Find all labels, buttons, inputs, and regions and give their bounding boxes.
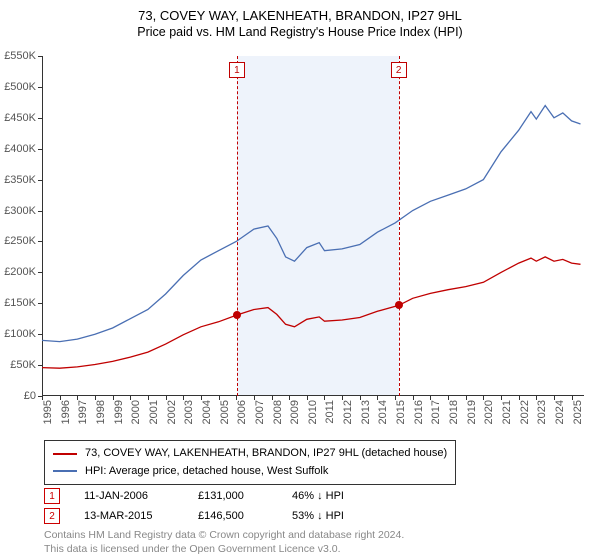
x-axis-label: 2020 <box>483 400 495 424</box>
y-axis-label: £550K <box>4 50 36 62</box>
x-axis-label: 2008 <box>272 400 284 424</box>
chart-legend: 73, COVEY WAY, LAKENHEATH, BRANDON, IP27… <box>44 440 456 485</box>
y-axis-tick <box>38 241 42 242</box>
chart-titles: 73, COVEY WAY, LAKENHEATH, BRANDON, IP27… <box>0 0 600 39</box>
footnote-line: This data is licensed under the Open Gov… <box>44 542 404 556</box>
legend-property-label: 73, COVEY WAY, LAKENHEATH, BRANDON, IP27… <box>85 445 447 463</box>
x-axis-label: 2018 <box>448 400 460 424</box>
chart-subtitle: Price paid vs. HM Land Registry's House … <box>0 25 600 39</box>
license-footnote: Contains HM Land Registry data © Crown c… <box>44 528 404 556</box>
y-axis-label: £500K <box>4 81 36 93</box>
chart-plot-area: £0£50K£100K£150K£200K£250K£300K£350K£400… <box>42 56 584 396</box>
x-axis-label: 1997 <box>77 400 89 424</box>
y-axis-label: £400K <box>4 143 36 155</box>
sale-marker-box: 1 <box>44 488 60 504</box>
y-axis-label: £350K <box>4 174 36 186</box>
sale-delta: 53% ↓ HPI <box>292 510 382 522</box>
x-axis-label: 2007 <box>254 400 266 424</box>
y-axis-tick <box>38 334 42 335</box>
y-axis-tick <box>38 365 42 366</box>
sale-marker-line <box>237 56 238 396</box>
y-axis-tick <box>38 211 42 212</box>
chart-title-address: 73, COVEY WAY, LAKENHEATH, BRANDON, IP27… <box>0 8 600 23</box>
sale-date: 11-JAN-2006 <box>84 490 174 502</box>
sale-events-table: 1 11-JAN-2006 £131,000 46% ↓ HPI 2 13-MA… <box>44 488 382 528</box>
sale-date: 13-MAR-2015 <box>84 510 174 522</box>
x-axis-label: 2001 <box>148 400 160 424</box>
y-axis-tick <box>38 87 42 88</box>
property-line <box>42 257 581 368</box>
y-axis-tick <box>38 272 42 273</box>
y-axis-tick <box>38 180 42 181</box>
y-axis-tick <box>38 149 42 150</box>
sale-price: £146,500 <box>198 510 268 522</box>
sale-marker-dot <box>233 311 241 319</box>
y-axis-tick <box>38 118 42 119</box>
x-axis-label: 2019 <box>466 400 478 424</box>
y-axis-label: £300K <box>4 205 36 217</box>
x-axis-label: 2023 <box>536 400 548 424</box>
sale-marker-dot <box>395 301 403 309</box>
x-axis-label: 2002 <box>166 400 178 424</box>
hpi-line <box>42 106 581 342</box>
line-chart-svg <box>42 56 584 396</box>
x-axis-label: 2017 <box>430 400 442 424</box>
x-axis-label: 2004 <box>201 400 213 424</box>
x-axis-label: 2005 <box>219 400 231 424</box>
x-axis-label: 1999 <box>113 400 125 424</box>
y-axis-tick <box>38 56 42 57</box>
y-axis-tick <box>38 303 42 304</box>
x-axis-label: 2021 <box>501 400 513 424</box>
x-axis-label: 2000 <box>130 400 142 424</box>
x-axis-label: 2010 <box>307 400 319 424</box>
sale-marker-label: 2 <box>391 62 407 78</box>
x-axis-label: 2012 <box>342 400 354 424</box>
x-axis-label: 2015 <box>395 400 407 424</box>
x-axis-label: 2024 <box>554 400 566 424</box>
legend-hpi-label: HPI: Average price, detached house, West… <box>85 463 328 481</box>
y-axis-label: £50K <box>10 359 36 371</box>
sale-row: 2 13-MAR-2015 £146,500 53% ↓ HPI <box>44 508 382 524</box>
y-axis-label: £450K <box>4 112 36 124</box>
x-axis-label: 1995 <box>42 400 54 424</box>
legend-property-row: 73, COVEY WAY, LAKENHEATH, BRANDON, IP27… <box>53 445 447 463</box>
x-axis-label: 1996 <box>60 400 72 424</box>
x-axis-label: 2009 <box>289 400 301 424</box>
sale-price: £131,000 <box>198 490 268 502</box>
y-axis-label: £150K <box>4 297 36 309</box>
x-axis-label: 2003 <box>183 400 195 424</box>
x-axis-label: 2025 <box>572 400 584 424</box>
x-axis-label: 2014 <box>377 400 389 424</box>
sale-delta: 46% ↓ HPI <box>292 490 382 502</box>
x-axis-label: 1998 <box>95 400 107 424</box>
sale-marker-label: 1 <box>229 62 245 78</box>
sale-marker-box: 2 <box>44 508 60 524</box>
legend-property-swatch <box>53 453 77 455</box>
y-axis-label: £250K <box>4 235 36 247</box>
y-axis-label: £0 <box>24 390 36 402</box>
legend-hpi-row: HPI: Average price, detached house, West… <box>53 463 447 481</box>
sale-row: 1 11-JAN-2006 £131,000 46% ↓ HPI <box>44 488 382 504</box>
sale-marker-line <box>399 56 400 396</box>
x-axis-label: 2013 <box>360 400 372 424</box>
footnote-line: Contains HM Land Registry data © Crown c… <box>44 528 404 542</box>
x-axis-label: 2006 <box>236 400 248 424</box>
y-axis-label: £100K <box>4 328 36 340</box>
x-axis-label: 2016 <box>413 400 425 424</box>
x-axis-label: 2022 <box>519 400 531 424</box>
x-axis-label: 2011 <box>324 400 336 424</box>
legend-hpi-swatch <box>53 470 77 472</box>
y-axis-label: £200K <box>4 266 36 278</box>
